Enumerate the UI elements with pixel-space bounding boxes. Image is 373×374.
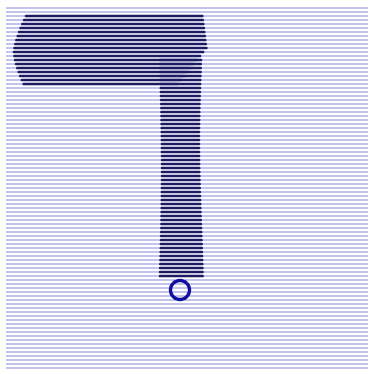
t-figure [12,14,208,278]
ring-icon [168,278,192,302]
